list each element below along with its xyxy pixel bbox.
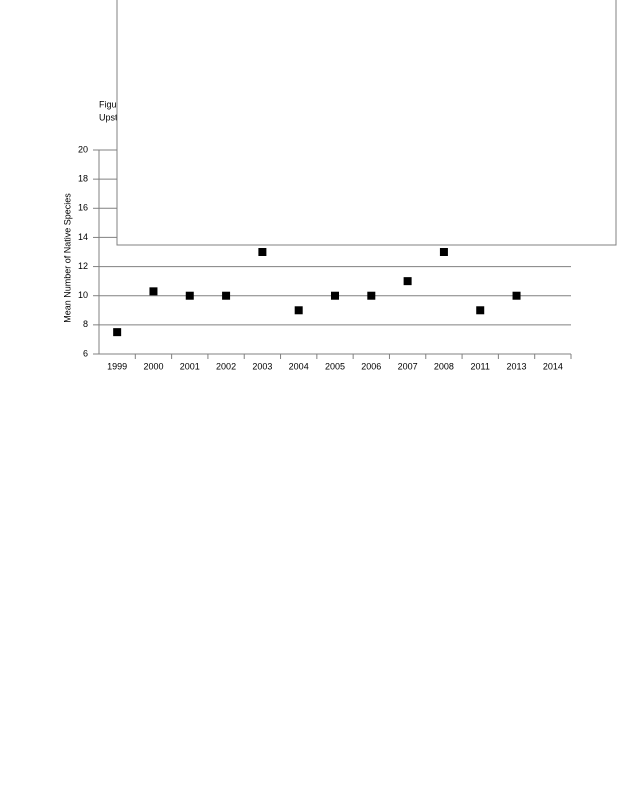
x-tick-label: 2002 (216, 361, 236, 371)
x-tick-label: 2003 (252, 361, 272, 371)
marker (222, 291, 231, 300)
chart-title-line: Figu (99, 99, 117, 109)
y-tick-label: 20 (78, 144, 88, 154)
x-tick-label: 2006 (361, 361, 381, 371)
y-tick-label: 10 (78, 290, 88, 300)
marker (403, 277, 412, 286)
x-tick-label: 2005 (325, 361, 345, 371)
x-tick-label: 2007 (398, 361, 418, 371)
x-tick-label: 2014 (543, 361, 563, 371)
marker (258, 248, 267, 256)
marker (149, 287, 158, 296)
overlay-panel (116, 0, 617, 246)
x-tick-label: 2001 (180, 361, 200, 371)
x-tick-label: 2000 (143, 361, 163, 371)
marker (476, 306, 485, 315)
marker (113, 328, 122, 337)
marker (367, 291, 376, 300)
y-tick-label: 16 (78, 203, 88, 213)
y-tick-label: 8 (83, 319, 88, 329)
x-tick-label: 1999 (107, 361, 127, 371)
x-tick-label: 2011 (471, 361, 490, 371)
y-tick-label: 18 (78, 174, 88, 184)
marker (512, 291, 521, 300)
y-tick-label: 14 (78, 232, 88, 242)
marker (331, 291, 339, 300)
chart-title-line: Upst (99, 112, 118, 122)
marker (185, 291, 194, 300)
marker (439, 248, 448, 256)
marker (294, 306, 303, 315)
y-tick-label: 6 (83, 348, 88, 358)
x-tick-label: 2013 (507, 361, 527, 371)
y-axis-label: Mean Number of Native Species (62, 193, 72, 323)
y-tick-label: 12 (78, 261, 88, 271)
x-tick-label: 2008 (434, 361, 454, 371)
x-tick-label: 2004 (289, 361, 309, 371)
